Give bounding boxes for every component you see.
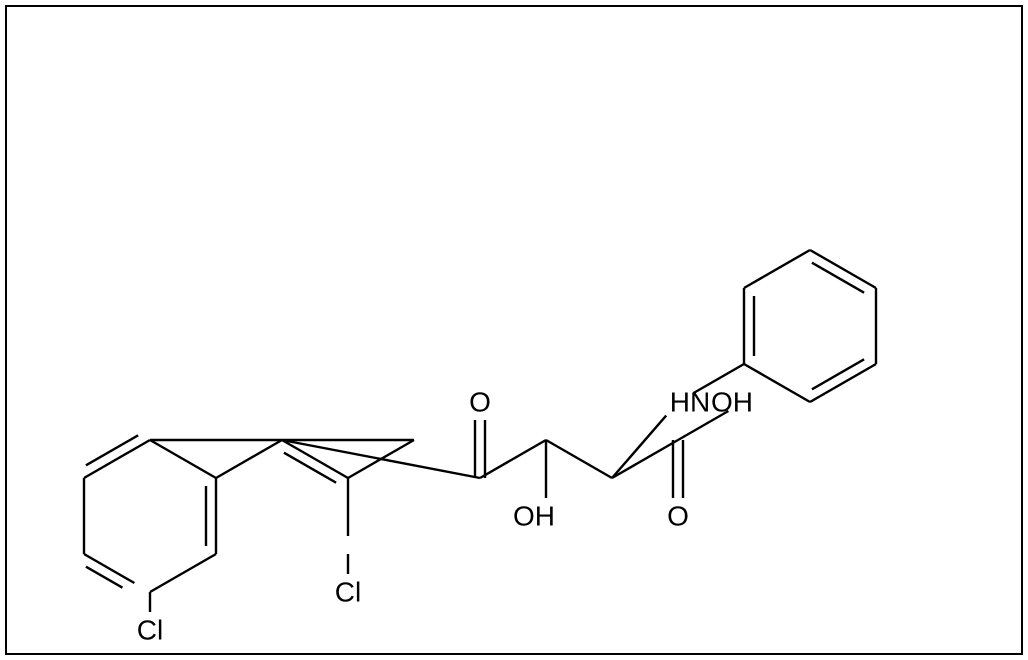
atom-label-O_CO: O: [469, 387, 491, 418]
bond: [480, 440, 546, 478]
bond: [744, 364, 810, 402]
bond: [282, 440, 480, 478]
bond: [810, 364, 876, 402]
atom-label-O_OH: OH: [513, 501, 555, 532]
bond: [810, 250, 876, 288]
bond: [612, 416, 666, 478]
atom-label-Cl4: Cl: [137, 615, 163, 646]
atom-label-N: HN: [670, 387, 710, 418]
atom-label-Cl9: Cl: [335, 577, 361, 608]
bond: [150, 554, 216, 592]
bond: [84, 440, 150, 478]
bond: [150, 440, 216, 478]
bond: [744, 250, 810, 288]
atom-label-O_sgl: OH: [711, 387, 753, 418]
bond: [546, 440, 612, 478]
bond: [216, 440, 282, 478]
bond: [86, 567, 123, 588]
atom-label-O_dbl: O: [667, 501, 689, 532]
frame: [6, 6, 1022, 654]
bond: [612, 440, 678, 478]
